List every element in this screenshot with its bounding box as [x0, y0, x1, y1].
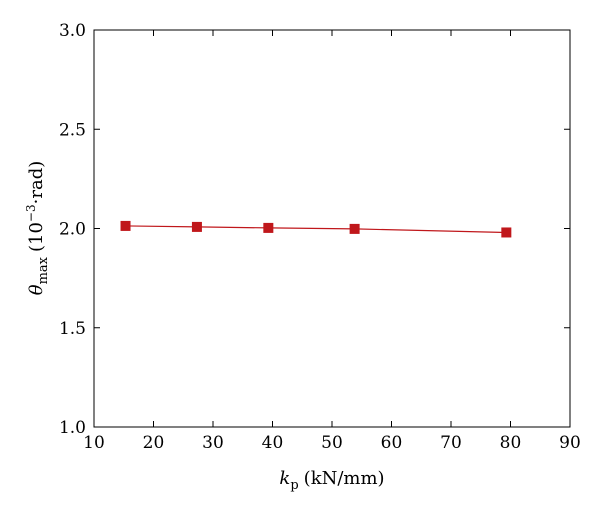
- data-point-marker: [191, 221, 202, 232]
- x-tick-label: 70: [440, 433, 462, 453]
- y-axis-label-symbol: θ: [26, 284, 47, 295]
- x-tick-label: 80: [500, 433, 522, 453]
- data-point-marker: [501, 227, 512, 238]
- y-tick-label: 1.5: [59, 319, 86, 339]
- data-point-marker: [120, 220, 131, 231]
- x-tick-label: 90: [559, 433, 581, 453]
- x-tick-label: 50: [321, 433, 343, 453]
- y-tick-label: 2.0: [59, 220, 86, 240]
- y-axis-label: θmax (10−3·rad): [24, 161, 51, 296]
- y-tick-label: 3.0: [59, 21, 86, 41]
- data-point-marker: [263, 222, 274, 233]
- y-axis-label-unit-rest: ·rad): [26, 161, 47, 205]
- y-axis-label-unit-exponent: −3: [24, 204, 38, 222]
- y-tick-label: 1.0: [59, 418, 86, 438]
- x-axis-label-subscript: p: [290, 478, 298, 493]
- x-tick-label: 10: [83, 433, 105, 453]
- x-axis-ticks: 10 20 30 40 50 60 70 80 90: [83, 30, 581, 453]
- y-tick-label: 2.5: [59, 120, 86, 140]
- series-line: [125, 225, 507, 234]
- y-axis-label-subscript: max: [36, 256, 51, 284]
- y-axis-ticks: 1.0 1.5 2.0 2.5 3.0: [59, 21, 570, 438]
- x-tick-label: 60: [381, 433, 403, 453]
- x-tick-label: 40: [262, 433, 284, 453]
- y-axis-label-unit: (10: [26, 222, 47, 252]
- x-axis-label-symbol: k: [279, 468, 290, 489]
- series-line-path: [125, 225, 507, 234]
- x-axis-label: kp (kN/mm): [279, 468, 384, 493]
- x-axis-label-unit: (kN/mm): [304, 468, 385, 489]
- series-markers: [120, 220, 512, 238]
- x-tick-label: 20: [143, 433, 165, 453]
- data-point-marker: [349, 223, 360, 234]
- x-tick-label: 30: [202, 433, 224, 453]
